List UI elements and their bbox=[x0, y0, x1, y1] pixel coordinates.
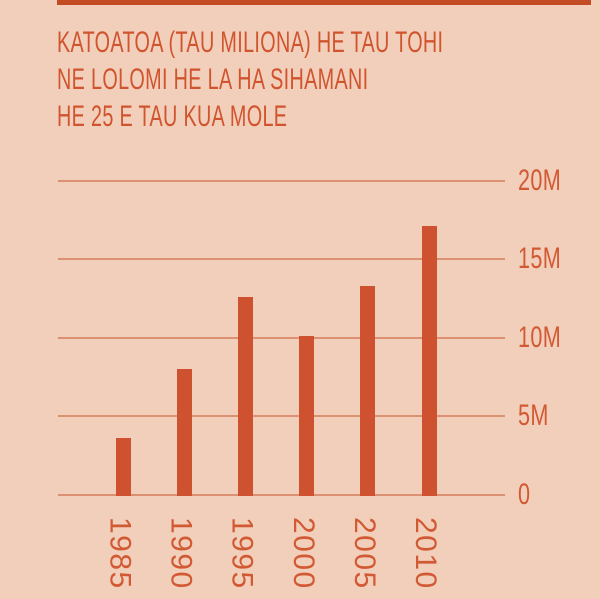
x-axis-tick-label: 1985 bbox=[103, 517, 137, 590]
bar-2005 bbox=[360, 285, 376, 496]
gridline-5M bbox=[58, 415, 505, 418]
bar-1985 bbox=[116, 438, 131, 496]
top-accent-bar bbox=[57, 0, 591, 5]
bar-1995 bbox=[238, 296, 254, 496]
gridline-0 bbox=[58, 493, 505, 496]
y-axis-tick-label: 20M bbox=[518, 163, 562, 197]
x-axis-tick-label: 1990 bbox=[164, 517, 198, 590]
gridline-10M bbox=[58, 336, 505, 339]
chart-title-line-3: HE 25 E TAU KUA MOLE bbox=[57, 100, 288, 133]
y-axis-tick-label: 0 bbox=[518, 477, 531, 511]
bar-1990 bbox=[177, 369, 193, 496]
y-axis-tick-label: 5M bbox=[518, 399, 549, 433]
x-axis-tick-label: 2000 bbox=[286, 517, 320, 590]
y-axis-tick-label: 15M bbox=[518, 242, 562, 276]
bar-2000 bbox=[299, 336, 315, 496]
chart-title: KATOATOA (TAU MILIONA) HE TAU TOHI NE LO… bbox=[57, 24, 443, 135]
x-axis-tick-label: 2005 bbox=[347, 517, 381, 590]
gridline-20M bbox=[58, 179, 505, 182]
y-axis-tick-label: 10M bbox=[518, 320, 562, 354]
x-axis-tick-label: 2010 bbox=[409, 517, 442, 590]
x-axis-tick-label: 1995 bbox=[225, 517, 259, 590]
chart-title-line-2: NE LOLOMI HE LA HA SIHAMANI bbox=[57, 63, 369, 96]
bar-2010 bbox=[421, 226, 437, 496]
gridline-15M bbox=[58, 258, 505, 261]
chart-title-line-1: KATOATOA (TAU MILIONA) HE TAU TOHI bbox=[57, 26, 444, 59]
